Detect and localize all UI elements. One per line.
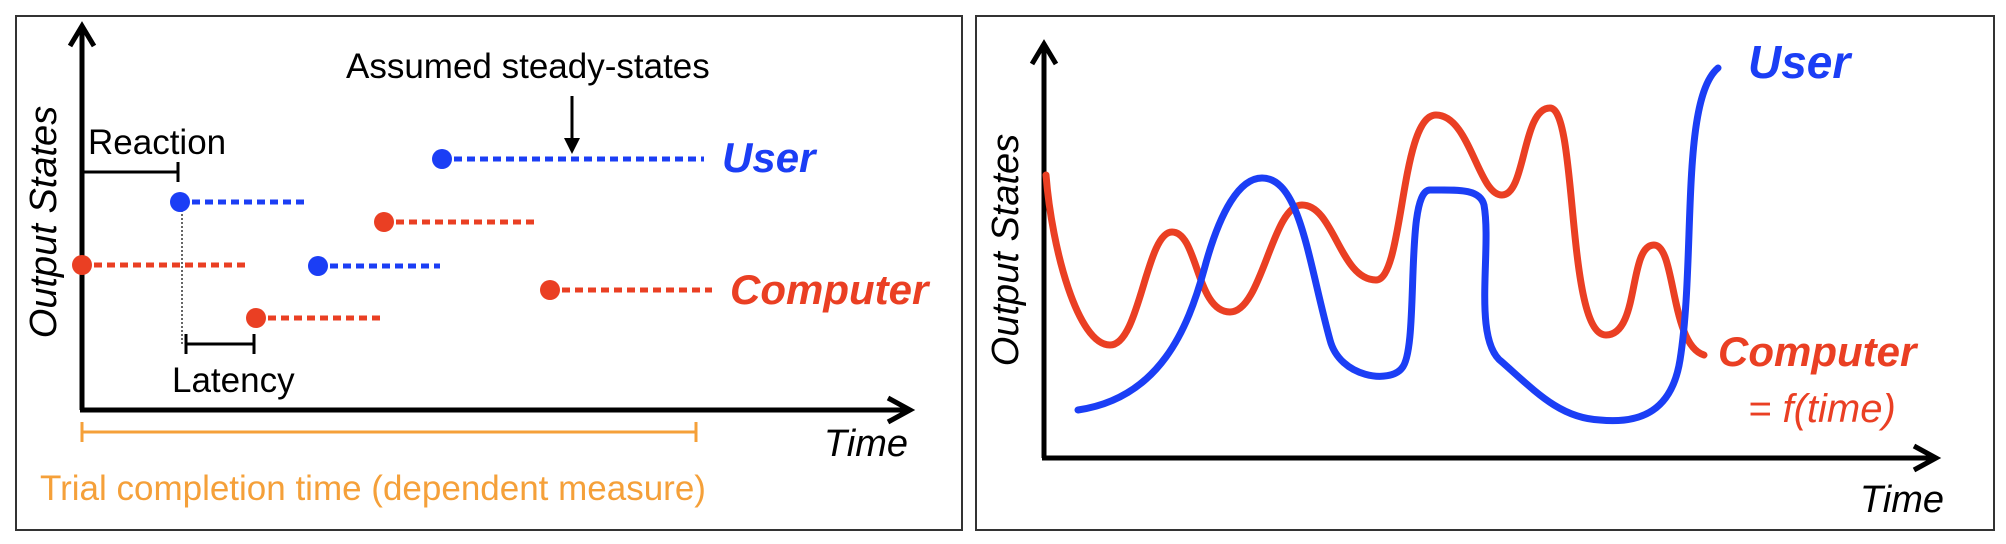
steady-state-label: Assumed steady-states (346, 47, 710, 86)
latency-label: Latency (172, 361, 295, 400)
right-computer-label: Computer (1718, 328, 1919, 375)
computer-state-point (540, 280, 560, 300)
left-x-axis-label: Time (824, 423, 908, 465)
left-user-label: User (722, 134, 818, 181)
computer-steady-states (72, 212, 712, 328)
right-panel-frame (975, 15, 1995, 531)
right-user-label: User (1748, 36, 1852, 88)
user-state-point (308, 256, 328, 276)
user-state-point (170, 192, 190, 212)
right-y-axis-label: Output States (985, 134, 1027, 366)
left-x-axis-arrowhead (886, 395, 916, 425)
user-state-point (432, 149, 452, 169)
user-curve (1074, 64, 1722, 425)
computer-curve (1042, 104, 1708, 359)
left-y-axis-label: Output States (23, 106, 65, 338)
reaction-label: Reaction (88, 123, 226, 162)
left-computer-label: Computer (730, 266, 931, 313)
right-y-axis-arrowhead (1029, 39, 1059, 66)
right-x-axis-arrowhead (1912, 443, 1942, 473)
left-panel-frame (15, 15, 963, 531)
left-panel: Output States Time Assumed steady-states… (15, 15, 963, 531)
left-y-axis-arrowhead (67, 21, 97, 48)
trial-completion-label: Trial completion time (dependent measure… (40, 469, 706, 508)
right-computer-formula: = f(time) (1748, 387, 1896, 431)
computer-state-point (374, 212, 394, 232)
computer-state-point (246, 308, 266, 328)
right-x-axis-label: Time (1860, 479, 1944, 521)
user-steady-states (170, 149, 704, 276)
right-panel: Output States Time User Computer = f(tim… (975, 15, 1995, 531)
computer-state-point (72, 255, 92, 275)
steady-state-arrowhead (564, 138, 580, 154)
